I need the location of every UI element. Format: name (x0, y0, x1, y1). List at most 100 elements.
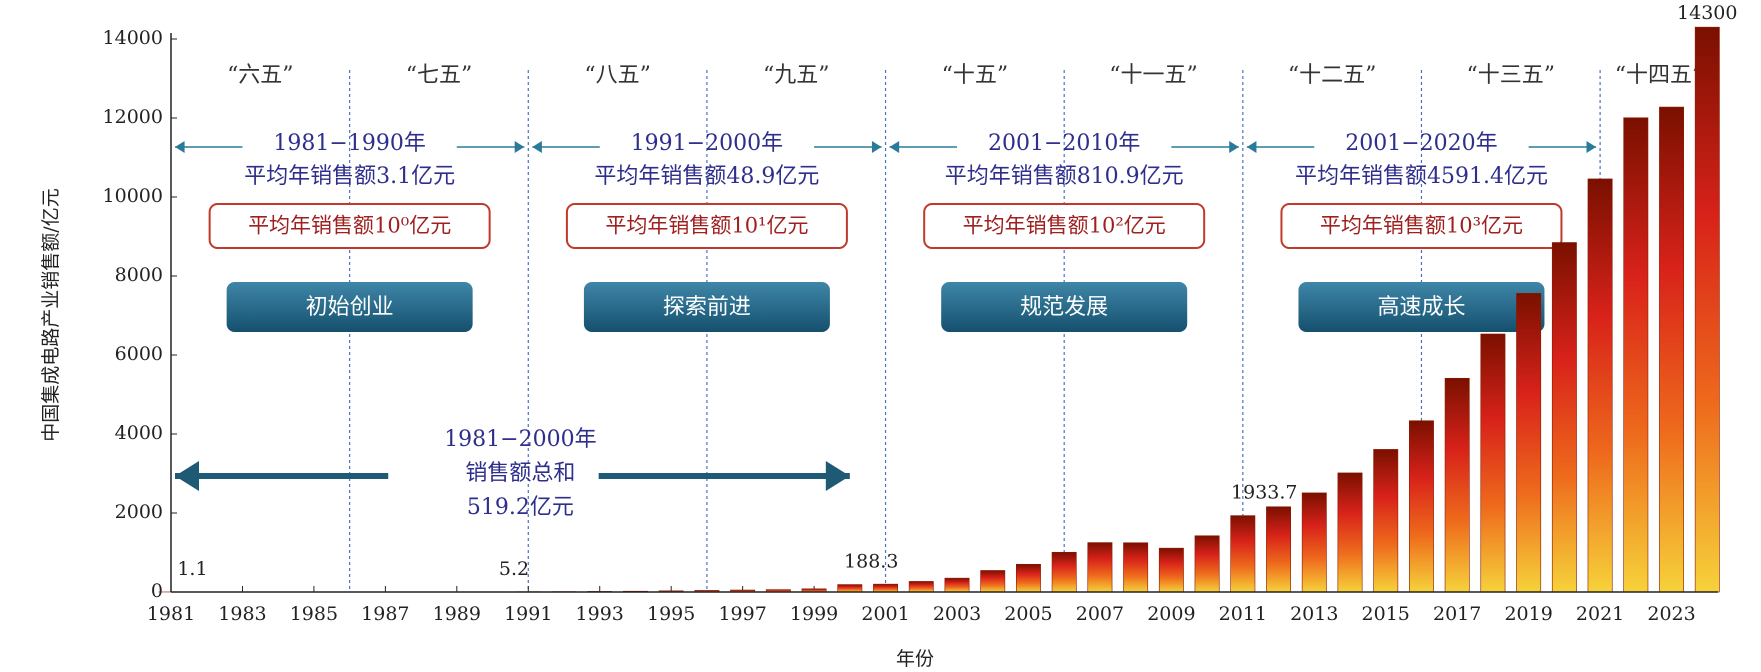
plan-label: “十三五” (1467, 63, 1556, 88)
span-arrow-head (1229, 141, 1239, 153)
x-tick-label: 2013 (1290, 603, 1338, 625)
plan-label: “八五” (584, 63, 651, 88)
x-tick-label: 2019 (1504, 603, 1552, 625)
x-tick-label: 2001 (861, 603, 909, 625)
x-tick-label: 2007 (1076, 603, 1124, 625)
phase-average: 平均年销售额4591.4亿元 (1295, 164, 1548, 189)
bar (1051, 551, 1077, 593)
bar (1123, 542, 1149, 593)
x-tick-label: 1997 (718, 603, 766, 625)
span-arrow-head (889, 141, 900, 153)
x-axis-label: 年份 (896, 648, 934, 670)
plan-label: “七五” (406, 63, 473, 88)
x-tick-label: 2023 (1647, 603, 1695, 625)
value-label: 14300 (1677, 2, 1737, 24)
span-arrow-head (1586, 141, 1597, 153)
x-tick-label: 2003 (933, 603, 981, 625)
plan-label: “十二五” (1288, 63, 1377, 88)
x-tick-label: 2021 (1576, 603, 1624, 625)
bar (980, 570, 1006, 593)
bar (944, 577, 970, 593)
total-arrow-head (175, 461, 199, 491)
y-tick-label: 12000 (103, 106, 163, 128)
bar (1016, 563, 1041, 593)
bar (908, 581, 934, 593)
x-tick-label: 2005 (1004, 603, 1052, 625)
x-tick-label: 1981 (147, 603, 195, 625)
bar (1516, 293, 1542, 593)
phase-stage: 高速成长 (1377, 295, 1465, 320)
bar (1587, 178, 1613, 593)
x-tick-label: 1989 (433, 603, 481, 625)
x-tick-label: 1993 (576, 603, 624, 625)
plan-label: “六五” (227, 63, 294, 88)
stage-box (941, 282, 1188, 332)
bar (1087, 542, 1113, 593)
bar (1623, 117, 1649, 593)
phase-average: 平均年销售额810.9亿元 (945, 164, 1184, 189)
y-tick-label: 6000 (115, 343, 163, 365)
bar (1301, 492, 1327, 593)
y-tick-label: 8000 (115, 264, 163, 286)
plan-label: “十五” (942, 63, 1009, 88)
span-arrow-head (1246, 141, 1257, 153)
x-tick-label: 2011 (1219, 603, 1267, 625)
bar (1444, 377, 1470, 593)
phase-stage: 规范发展 (1020, 295, 1108, 320)
y-tick-label: 0 (151, 580, 163, 602)
phase-scale: 平均年销售额10⁰亿元 (248, 214, 451, 238)
plan-label: “九五” (763, 63, 830, 88)
phase-scale: 平均年销售额10²亿元 (963, 214, 1166, 238)
value-label: 1.1 (177, 558, 207, 580)
y-tick-label: 10000 (103, 185, 163, 207)
x-tick-label: 2009 (1147, 603, 1195, 625)
scale-box (1280, 203, 1563, 249)
span-arrow-head (175, 141, 185, 153)
bar (1551, 242, 1577, 593)
phase-average: 平均年销售额48.9亿元 (594, 164, 819, 189)
stage-box (583, 282, 830, 332)
x-tick-label: 1999 (790, 603, 838, 625)
scale-box (565, 203, 848, 249)
y-tick-label: 2000 (115, 501, 163, 523)
phase-stage: 初始创业 (306, 295, 394, 320)
value-label: 5.2 (499, 558, 529, 580)
x-tick-label: 1991 (504, 603, 552, 625)
bar (1266, 506, 1291, 593)
y-axis-label: 中国集成电路产业销售额/亿元 (40, 188, 62, 441)
x-tick-label: 1995 (647, 603, 695, 625)
span-arrow-head (871, 141, 882, 153)
scale-box (208, 203, 491, 249)
bar (1230, 515, 1256, 593)
bar (1480, 333, 1506, 593)
x-tick-label: 2015 (1362, 603, 1410, 625)
phase-average: 平均年销售额3.1亿元 (244, 164, 455, 189)
phase-scale: 平均年销售额10³亿元 (1320, 214, 1523, 238)
total-text: 1981−2000年 (444, 427, 596, 452)
bar (837, 584, 863, 593)
scale-box (923, 203, 1206, 249)
plan-label: “十一五” (1109, 63, 1198, 88)
x-tick-label: 2017 (1433, 603, 1481, 625)
phase-range: 1981−1990年 (273, 131, 425, 156)
bar (873, 583, 898, 593)
y-tick-label: 4000 (115, 422, 163, 444)
plan-label: “十四五” (1615, 63, 1704, 88)
stage-box (1298, 282, 1545, 332)
x-tick-label: 1985 (290, 603, 338, 625)
phase-range: 2001−2020年 (1345, 131, 1497, 156)
span-arrow-head (514, 141, 525, 153)
phase-range: 2001−2010年 (988, 131, 1140, 156)
value-label: 188.3 (844, 551, 898, 573)
bar (1373, 449, 1399, 593)
bar (1409, 420, 1434, 593)
stage-box (226, 282, 473, 332)
phase-range: 1991−2000年 (631, 131, 783, 156)
phase-stage: 探索前进 (663, 295, 751, 320)
y-tick-label: 14000 (103, 27, 163, 49)
total-arrow-head (825, 461, 850, 491)
bar (1694, 26, 1720, 593)
bar (1194, 535, 1220, 593)
bar (1337, 472, 1363, 593)
